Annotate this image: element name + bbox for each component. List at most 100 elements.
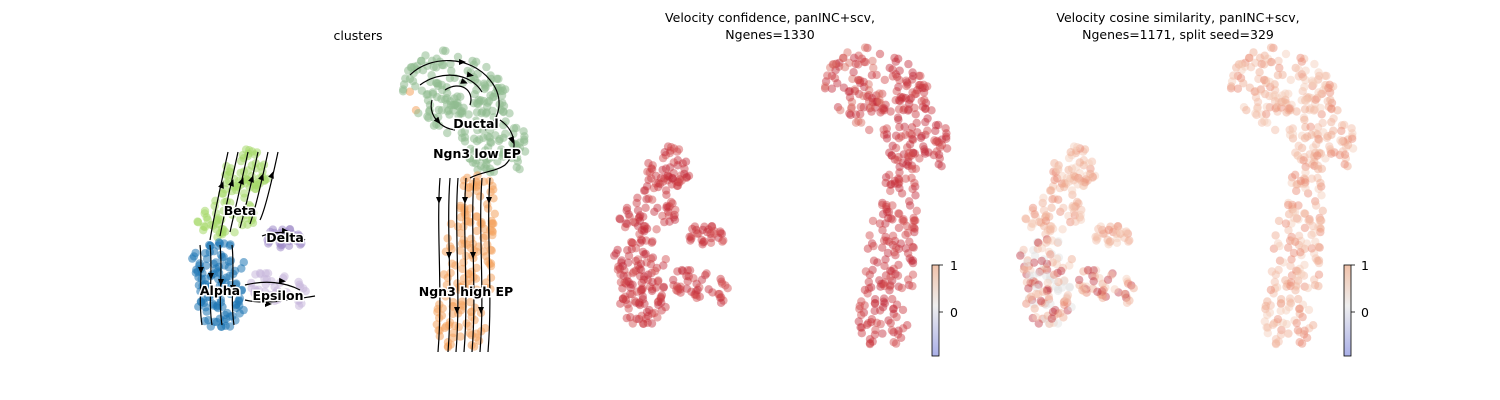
confidence-point — [867, 71, 877, 80]
confidence-point — [648, 285, 657, 294]
cosine-point — [1348, 129, 1357, 138]
confidence-point — [864, 319, 873, 328]
cosine-point — [1049, 167, 1058, 176]
confidence-point — [854, 60, 863, 69]
confidence-point — [857, 54, 867, 63]
confidence-point — [642, 307, 652, 317]
cosine-point — [1316, 216, 1325, 225]
confidence-point — [673, 267, 682, 276]
cell-point — [520, 137, 529, 146]
cosine-point — [1298, 300, 1308, 309]
confidence-point — [914, 81, 924, 90]
confidence-point — [894, 179, 903, 189]
cell-point — [449, 298, 458, 307]
cosine-point — [1294, 215, 1303, 224]
confidence-point — [648, 165, 657, 174]
cosine-point — [1059, 297, 1069, 307]
confidence-point — [698, 240, 707, 249]
confidence-point — [850, 86, 859, 96]
cosine-point — [1295, 338, 1304, 347]
confidence-point — [871, 295, 880, 304]
cosine-point — [1307, 93, 1317, 103]
cosine-point — [1282, 306, 1291, 315]
confidence-point — [844, 87, 853, 96]
confidence-point — [656, 292, 665, 302]
confidence-point — [667, 143, 676, 152]
cell-point — [225, 322, 235, 331]
cell-point — [238, 151, 247, 160]
cosine-point — [1083, 265, 1093, 275]
confidence-point — [611, 249, 621, 258]
confidence-point — [692, 279, 701, 288]
confidence-point — [892, 312, 901, 322]
cosine-point — [1269, 92, 1278, 101]
confidence-point — [930, 136, 939, 145]
confidence-point — [693, 229, 702, 238]
confidence-point — [827, 84, 837, 93]
cell-point — [498, 98, 507, 108]
confidence-point — [665, 202, 674, 211]
confidence-point — [624, 210, 633, 219]
confidence-point — [895, 209, 904, 218]
cosine-point — [1310, 161, 1319, 171]
cell-point — [480, 81, 490, 90]
confidence-point — [919, 80, 928, 90]
cosine-point — [1298, 243, 1307, 252]
confidence-point — [878, 104, 888, 113]
cosine-point — [1327, 149, 1336, 158]
cluster-labels: Ductal Ngn3 low EP Ngn3 high EP Beta Del… — [198, 115, 522, 305]
cell-point — [456, 109, 465, 118]
cosine-point — [1326, 83, 1336, 93]
confidence-point — [635, 213, 644, 222]
confidence-point — [886, 266, 895, 275]
cosine-point — [1044, 295, 1054, 304]
cosine-point — [1310, 105, 1319, 114]
cosine-point — [1045, 221, 1055, 231]
cosine-point — [1310, 157, 1319, 166]
cosine-point — [1104, 240, 1113, 249]
confidence-point — [677, 265, 687, 275]
cosine-point — [1265, 77, 1274, 87]
cosine-point — [1305, 217, 1314, 226]
confidence-point — [864, 284, 874, 293]
confidence-point — [678, 266, 687, 276]
cosine-point — [1266, 285, 1276, 295]
cosine-point — [1032, 280, 1041, 289]
confidence-point — [911, 89, 921, 99]
cosine-point — [1263, 323, 1272, 332]
cosine-point — [1088, 284, 1098, 293]
confidence-point — [882, 124, 891, 133]
confidence-point — [894, 175, 904, 184]
cosine-point — [1049, 311, 1059, 321]
cosine-point — [1066, 148, 1075, 157]
confidence-point — [661, 255, 670, 264]
confidence-point — [890, 53, 899, 63]
confidence-point — [653, 203, 662, 213]
confidence-point — [847, 103, 856, 112]
confidence-point — [883, 207, 892, 217]
confidence-point — [867, 283, 876, 292]
cell-point — [197, 274, 206, 283]
cosine-point — [1039, 261, 1049, 270]
confidence-point — [854, 51, 863, 60]
cosine-point — [1286, 106, 1295, 115]
cell-point — [215, 239, 225, 248]
confidence-point — [882, 130, 892, 139]
confidence-point — [878, 303, 888, 312]
cell-point — [469, 60, 478, 69]
cell-point — [486, 284, 495, 294]
confidence-point — [884, 213, 893, 223]
cell-point — [202, 307, 211, 316]
cell-point — [222, 178, 231, 188]
confidence-point — [934, 120, 943, 130]
confidence-point — [899, 150, 908, 159]
clusters-points — [188, 46, 530, 352]
confidence-point — [918, 83, 927, 93]
cosine-point — [1314, 270, 1324, 279]
cosine-point — [1315, 213, 1324, 223]
cosine-point — [1266, 301, 1275, 310]
confidence-point — [657, 306, 666, 315]
cell-point — [466, 297, 475, 307]
cosine-point — [1041, 298, 1050, 307]
confidence-point — [899, 217, 908, 226]
